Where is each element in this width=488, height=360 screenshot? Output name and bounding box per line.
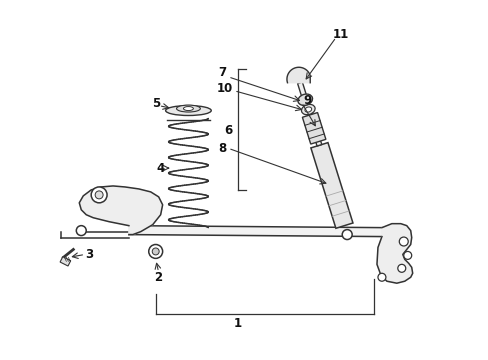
Ellipse shape	[297, 94, 312, 105]
Text: 6: 6	[224, 124, 232, 137]
Polygon shape	[310, 143, 352, 228]
Text: 5: 5	[151, 97, 160, 110]
Circle shape	[148, 244, 163, 258]
Text: 9: 9	[303, 94, 311, 107]
Polygon shape	[79, 186, 163, 235]
Text: 4: 4	[156, 162, 164, 175]
Polygon shape	[376, 224, 412, 283]
Ellipse shape	[305, 107, 311, 112]
Text: 7: 7	[218, 66, 226, 79]
Text: 1: 1	[234, 318, 242, 330]
Text: 11: 11	[332, 28, 348, 41]
Circle shape	[76, 226, 86, 235]
Text: 2: 2	[154, 271, 163, 284]
Ellipse shape	[301, 104, 314, 115]
Polygon shape	[60, 257, 71, 266]
Ellipse shape	[176, 105, 200, 112]
Circle shape	[397, 264, 405, 272]
Polygon shape	[297, 82, 321, 146]
Circle shape	[342, 230, 351, 239]
Circle shape	[403, 251, 411, 260]
Circle shape	[399, 237, 407, 246]
Ellipse shape	[165, 105, 211, 116]
Polygon shape	[286, 67, 309, 83]
Ellipse shape	[183, 107, 193, 111]
Text: 3: 3	[85, 248, 93, 261]
Circle shape	[377, 273, 385, 281]
Text: 10: 10	[217, 82, 233, 95]
Circle shape	[91, 187, 107, 203]
Text: 8: 8	[218, 142, 226, 155]
Circle shape	[152, 248, 159, 255]
Polygon shape	[302, 113, 325, 144]
Circle shape	[95, 191, 103, 199]
